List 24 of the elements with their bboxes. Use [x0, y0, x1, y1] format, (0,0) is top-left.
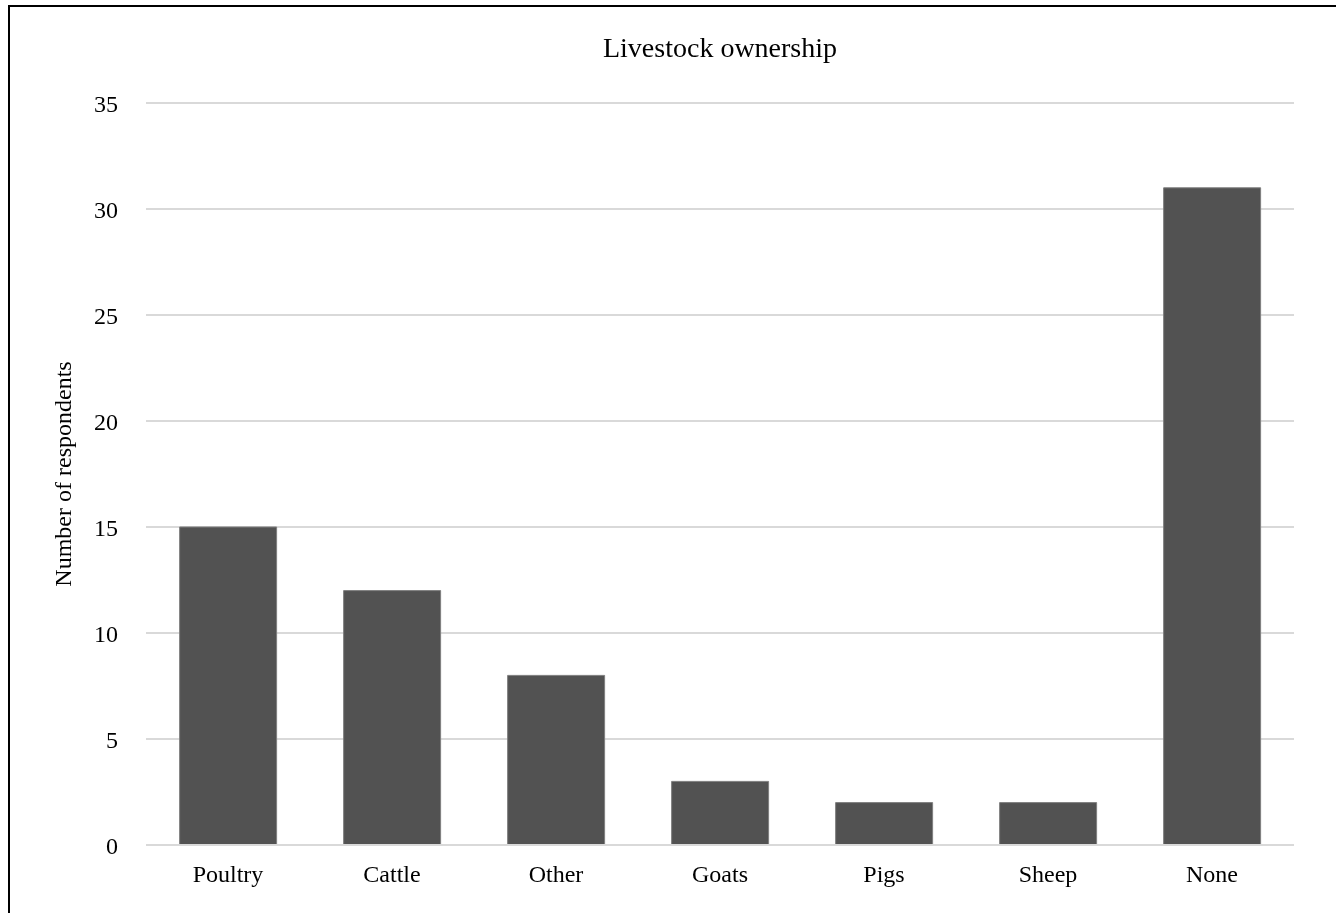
y-axis-title: Number of respondents — [49, 361, 76, 587]
bar — [835, 802, 934, 845]
x-tick-label: Sheep — [1018, 861, 1078, 888]
bar — [999, 802, 1098, 845]
y-tick-label: 20 — [94, 408, 118, 435]
x-tick-label: None — [1186, 861, 1238, 888]
y-tick-label: 10 — [94, 620, 118, 647]
x-tick-label: Pigs — [863, 861, 905, 888]
chart-title: Livestock ownership — [601, 31, 839, 65]
bar — [343, 590, 442, 845]
y-tick-label: 0 — [106, 832, 118, 859]
bar — [671, 780, 770, 845]
y-tick-label: 25 — [94, 302, 118, 329]
x-tick-label: Goats — [692, 861, 748, 888]
x-tick-label: Other — [528, 861, 584, 888]
y-tick-label: 35 — [94, 90, 118, 117]
y-tick-label: 5 — [106, 726, 118, 753]
bar — [507, 674, 606, 845]
x-tick-label: Cattle — [363, 861, 421, 888]
x-tick-label: Poultry — [192, 861, 264, 888]
bar — [179, 526, 278, 845]
y-tick-label: 15 — [94, 514, 118, 541]
y-tick-label: 30 — [94, 196, 118, 223]
bar — [1163, 187, 1262, 845]
